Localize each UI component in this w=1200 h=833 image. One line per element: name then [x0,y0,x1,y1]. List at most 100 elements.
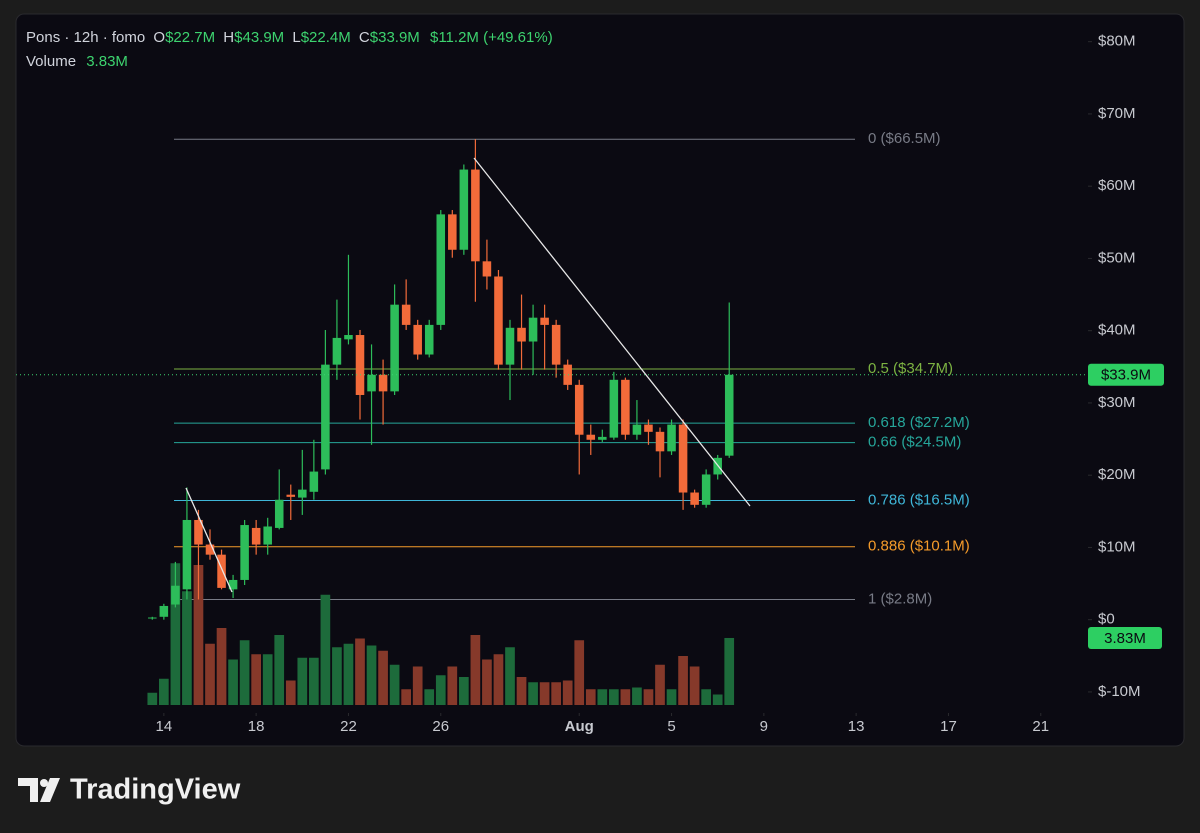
volume-bar [320,594,331,705]
volume-key: Volume [26,53,76,70]
volume-bar [574,640,585,705]
candle-body [205,544,215,555]
volume-bar [551,682,561,705]
x-tick-label: 9 [760,718,768,735]
candle-body [667,424,676,452]
volume-bar [228,659,238,705]
candle-body [724,374,734,456]
volume-bar [147,692,158,705]
candle-body [574,384,584,435]
y-tick-label: $20M [1098,466,1136,483]
price-badge-label: $33.9M [1101,367,1151,384]
candle-body [517,327,526,342]
candle-body [448,214,457,250]
chart-panel [15,13,1185,747]
candle-body [540,317,549,325]
x-tick-label: 26 [432,718,449,735]
trend-line [185,487,233,593]
candle-body [286,494,296,497]
candle-body [159,605,169,617]
ohlc-value: $43.9M [234,29,284,46]
candle-body [390,304,399,392]
y-tick-label: $40M [1098,322,1136,339]
symbol: Pons · 12h · fomo [26,29,145,46]
candle-body [528,317,538,342]
logo-mark [18,778,38,802]
volume-bar [655,664,665,705]
x-tick-label: 21 [1032,718,1049,735]
x-tick-label: 17 [940,718,957,735]
candle-body [367,374,376,392]
volume-bar [193,565,204,705]
candle-body [309,471,319,492]
brand-logo: TradingView [18,774,241,806]
volume-bar [643,689,654,705]
y-tick-label: $0 [1098,611,1115,628]
volume-bar [539,682,550,705]
volume-bar [585,689,596,705]
volume-bar [332,647,342,705]
candle-body [598,436,607,440]
volume-bar [470,635,481,705]
volume-bar [505,647,515,705]
volume-bar [366,645,377,705]
candle-body [586,434,596,440]
candle-body [459,169,469,250]
candle-body [678,424,688,493]
volume-bar [482,659,492,705]
candle-body [228,579,238,590]
candle-body [355,335,365,395]
y-tick-label: $70M [1098,105,1136,122]
volume-bar [216,628,227,705]
logo-mark [40,778,60,802]
volume-bar [401,689,411,705]
x-tick-label: 14 [156,718,173,735]
y-tick-label: $-10M [1098,683,1141,700]
y-tick-label: $10M [1098,538,1136,555]
y-tick-label: $30M [1098,394,1136,411]
fib-label: 0.66 ($24.5M) [868,434,961,451]
logo-mark [40,779,48,787]
ohlc-value: $22.7M [165,29,215,46]
change: $11.2M (+49.61%) [430,29,553,46]
volume-bar [343,643,354,705]
candle-body [171,585,180,605]
volume-bar [620,689,631,705]
candle-body [344,335,353,340]
ohlc-key: C [359,29,370,46]
volume-bar [355,638,365,705]
volume-bar [239,640,250,705]
candle-body [436,214,446,325]
volume-bar [412,666,423,705]
volume-bar [182,591,192,705]
candle-body [621,379,630,435]
x-tick-label: 18 [248,718,265,735]
ohlc-key: O [153,29,165,46]
candle-body [240,525,249,580]
fib-label: 0.5 ($34.7M) [868,360,953,377]
candle-body [148,617,157,619]
ohlc-key: H [223,29,234,46]
y-tick-label: $60M [1098,177,1136,194]
volume-header: Volume 3.83M [26,53,128,70]
volume-bar [678,656,688,705]
volume-bar [251,654,261,705]
candle-body [378,374,388,392]
volume-bar [378,650,388,705]
volume-bar [701,689,711,705]
trend-line [473,157,751,507]
candle-body [563,364,572,385]
volume-bar [666,689,677,705]
fib-label: 1 ($2.8M) [868,590,932,607]
volume-bar [459,677,469,705]
candle-body [274,499,284,528]
volume-bar [528,682,538,705]
volume-bar [689,666,700,705]
candle-body [321,364,330,470]
candle-body [632,424,642,435]
fib-label: 0.886 ($10.1M) [868,538,970,555]
candle-body [609,379,619,438]
fib-label: 0.786 ($16.5M) [868,491,970,508]
